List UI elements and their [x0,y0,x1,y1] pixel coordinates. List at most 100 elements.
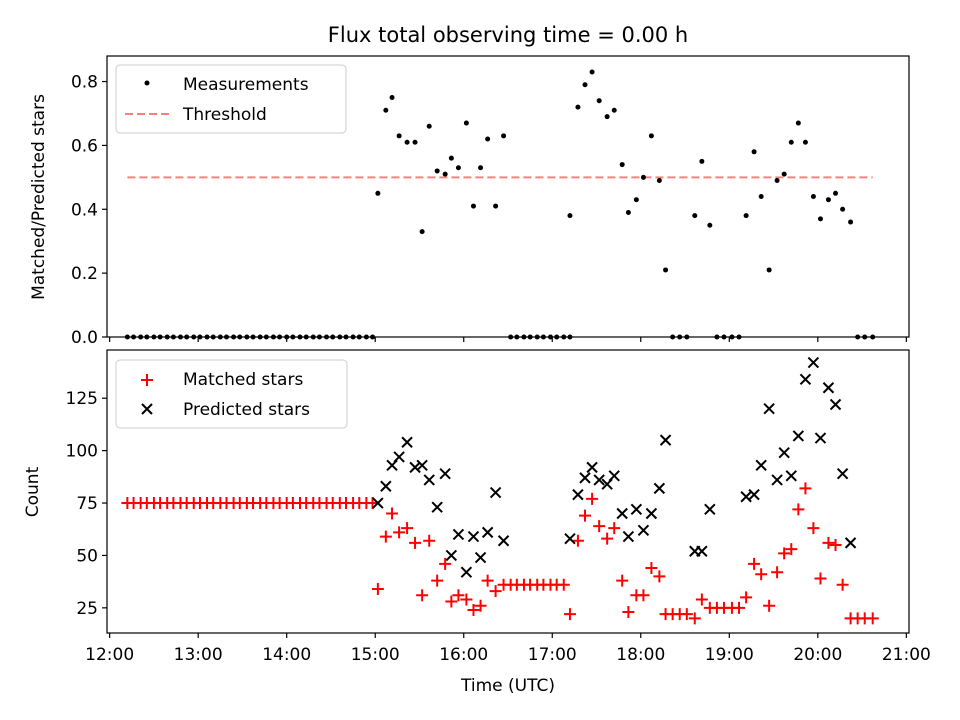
legend-matched-marker [141,374,153,386]
matched-star-point [755,568,768,581]
measurement-point [250,334,256,340]
measurement-point [699,158,705,164]
matched-star-point [489,585,502,598]
measurement-point [493,203,499,209]
count-plot-frame [106,349,910,634]
measurement-point [375,190,381,196]
matched-star-point [799,482,812,495]
measurement-point [303,334,309,340]
measurement-point [191,334,197,340]
legend-measurements-marker [144,80,150,86]
predicted-star-point [814,432,827,444]
matched-star-point [680,608,693,621]
matched-star-point [474,599,487,612]
measurement-point [656,178,662,184]
matched-star-point [439,557,452,570]
x-axis-label: Time (UTC) [460,676,555,696]
matched-star-point [593,520,606,533]
measurement-point [567,334,573,340]
predicted-star-point [489,486,502,499]
matched-star-point [379,530,392,543]
measurement-point [370,334,376,340]
count-legend: Matched stars Predicted stars [115,359,348,429]
measurement-point [514,334,520,340]
measurement-point [663,267,669,273]
measurement-point [561,334,567,340]
predicted-star-point [696,545,708,557]
predicted-star-point [792,430,805,442]
predicted-star-point [653,482,666,495]
matched-star-point [423,534,436,547]
matched-star-point [416,589,429,602]
predicted-star-point [740,491,752,503]
predicted-star-point [778,447,790,459]
measurement-point [527,334,533,340]
count-x-tick-label: 13:00 [174,645,223,665]
measurement-point [604,114,610,120]
predicted-star-point [755,459,767,472]
matched-star-point [409,536,422,549]
predicted-star-point [608,470,620,482]
ratio-y-tick-label: 0.6 [71,136,98,156]
measurement-point [640,174,646,180]
measurement-point [442,171,448,177]
matched-star-point [386,507,399,520]
measurement-point [766,267,772,273]
ratio-panel: 0.00.20.40.60.8 Matched/Predicted stars … [29,55,910,348]
measurement-point [297,334,303,340]
predicted-star-point [439,467,451,480]
measurement-point [470,203,476,209]
matched-star-point [467,603,480,616]
predicted-star-point [423,474,435,486]
ratio-y-tick-label: 0.2 [71,264,98,284]
count-x-tick-label: 18:00 [616,645,665,665]
count-y-tick-label: 125 [66,389,98,409]
measurement-point [677,334,683,340]
count-y-axis: 25 50 75 100 125 [66,389,107,619]
matched-star-point [616,574,629,587]
measurement-point [795,120,801,126]
matched-star-point [460,593,473,606]
matched-star-point [579,509,592,522]
predicted-star-point [704,503,716,516]
measurement-point [825,197,831,203]
measurement-point [781,171,787,177]
measurement-point [833,190,839,196]
ratio-y-tick-label: 0.4 [71,200,98,220]
matched-star-point [452,589,465,602]
measurement-point [582,82,588,88]
matched-star-point [653,570,666,583]
measurement-point [670,334,676,340]
predicted-star-point [474,551,487,564]
predicted-stars-layer [372,356,857,578]
measurement-point [855,334,861,340]
measurement-point [848,219,854,225]
matched-star-point [586,492,599,505]
measurement-point [324,334,330,340]
predicted-star-point [645,507,658,520]
figure-title: Flux total observing time = 0.00 h [328,23,688,47]
predicted-star-point [445,549,458,562]
count-x-tick-label: 19:00 [705,645,754,665]
measurement-point [596,98,602,104]
predicted-star-point [836,467,849,480]
measurement-point [751,149,757,155]
ratio-legend-box [115,64,347,134]
measurement-point [743,213,749,219]
predicted-star-point [799,373,812,386]
matched-star-point [688,612,701,625]
measurement-point [508,334,514,340]
count-x-tick-label: 15:00 [351,645,400,665]
measurement-point [157,334,163,340]
measurement-point [356,334,362,340]
predicted-star-point [785,470,797,482]
measurement-point [625,209,631,215]
measurement-point [310,334,316,340]
ratio-y-tick-label: 0.0 [71,328,98,348]
measurement-point [802,139,808,145]
measurement-point [270,334,276,340]
matched-star-point [393,526,406,539]
measurement-point [224,334,230,340]
matched-star-point [748,557,761,570]
